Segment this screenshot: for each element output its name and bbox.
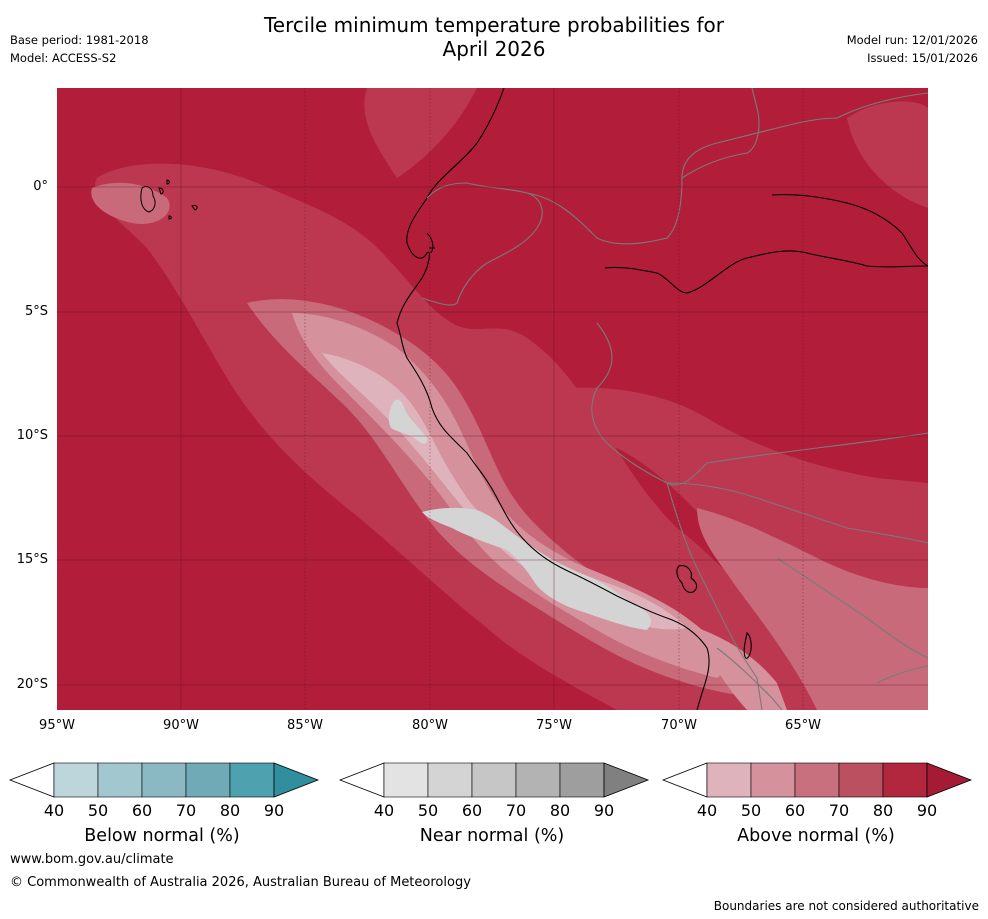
lat-label-15s: 15°S	[16, 552, 48, 567]
lat-label-5s: 5°S	[24, 304, 48, 319]
colorbar-under-triangle	[338, 762, 385, 798]
colorbar-over-triangle	[603, 762, 650, 798]
colorbar-under-triangle	[8, 762, 55, 798]
base-period: Base period: 1981-2018	[10, 33, 149, 47]
lat-label-20s: 20°S	[16, 677, 48, 692]
near-normal-patch-south	[422, 507, 652, 630]
colorbar-segment	[838, 762, 884, 798]
colorbar-segment	[559, 762, 605, 798]
colorbar-segment	[185, 762, 231, 798]
website-link[interactable]: www.bom.gov.au/climate	[10, 852, 174, 867]
country-borders	[421, 88, 928, 710]
meta-right: Model run: 12/01/2026 Issued: 15/01/2026	[847, 31, 978, 67]
lon-label-70w: 70°W	[661, 718, 697, 733]
above-60-70-region-east	[697, 508, 928, 710]
lon-label-90w: 90°W	[163, 718, 199, 733]
colorbar-tick-label: 80	[872, 801, 894, 820]
colorbar-segment	[383, 762, 429, 798]
probability-map	[57, 88, 928, 710]
colorbar-tick-label: 80	[219, 801, 241, 820]
colorbar-tick-label: 90	[916, 801, 938, 820]
lon-label-85w: 85°W	[287, 718, 323, 733]
colorbar-segment	[141, 762, 187, 798]
galapagos-islands	[140, 179, 198, 220]
colorbar-title-near: Near normal (%)	[419, 826, 565, 846]
lat-label-10s: 10°S	[16, 428, 48, 443]
colorbar-title-below: Below normal (%)	[84, 826, 240, 846]
colorbar-over-triangle	[926, 762, 973, 798]
copyright-text: © Commonwealth of Australia 2026, Austra…	[10, 875, 471, 890]
colorbar-tick-label: 60	[784, 801, 806, 820]
lon-label-95w: 95°W	[39, 718, 75, 733]
colorbar-near-normal	[338, 762, 650, 798]
colorbar-tick-label: 70	[175, 801, 197, 820]
graticule	[57, 88, 928, 710]
colorbar-tick-label: 90	[593, 801, 615, 820]
title-line-1: Tercile minimum temperature probabilitie…	[263, 13, 725, 37]
colorbar-above-normal	[661, 762, 973, 798]
coastline-gulf	[426, 232, 435, 254]
colorbar-segment	[97, 762, 143, 798]
coastline-south-america	[396, 88, 710, 710]
negro-river	[771, 194, 928, 267]
lake-poopo	[743, 632, 752, 659]
colorbar-segment	[706, 762, 752, 798]
colorbar-over-triangle	[273, 762, 320, 798]
colorbar-segment	[53, 762, 99, 798]
colorbar-segment	[882, 762, 928, 798]
colorbar-title-above: Above normal (%)	[737, 826, 895, 846]
colorbar-segment	[515, 762, 561, 798]
colorbar-segment	[427, 762, 473, 798]
colorbar-segment	[750, 762, 796, 798]
colorbar-under-triangle	[661, 762, 708, 798]
colorbar-tick-label: 40	[696, 801, 718, 820]
lon-label-75w: 75°W	[536, 718, 572, 733]
colorbar-tick-label: 70	[828, 801, 850, 820]
above-70-80-region-tr	[847, 101, 928, 208]
colorbar-tick-label: 50	[740, 801, 762, 820]
meta-left: Base period: 1981-2018 Model: ACCESS-S2	[10, 31, 149, 67]
colorbar-tick-label: 90	[263, 801, 285, 820]
near-normal-patch-north	[388, 399, 428, 444]
colorbar-tick-label: 70	[505, 801, 527, 820]
colorbar-segment	[471, 762, 517, 798]
above-60-70-region-nw	[91, 182, 170, 224]
disclaimer-text: Boundaries are not considered authoritat…	[713, 899, 979, 913]
colorbar-tick-label: 60	[461, 801, 483, 820]
colorbar-segment	[229, 762, 275, 798]
colorbars	[8, 762, 973, 798]
model-run: Model run: 12/01/2026	[846, 33, 978, 47]
title-line-2: April 2026	[442, 37, 546, 61]
issued-date: Issued: 15/01/2026	[867, 51, 978, 65]
amazon-river	[604, 250, 928, 294]
lake-titicaca	[676, 565, 698, 593]
above-70-80-region-top	[364, 88, 477, 178]
lon-label-65w: 65°W	[785, 718, 821, 733]
colorbar-tick-label: 50	[417, 801, 439, 820]
chart-title: Tercile minimum temperature probabilitie…	[0, 13, 988, 61]
colorbar-tick-label: 80	[549, 801, 571, 820]
colorbar-tick-label: 40	[43, 801, 65, 820]
above-70-80-region	[95, 163, 928, 710]
lat-label-0: 0°	[33, 179, 48, 194]
colorbar-tick-label: 40	[373, 801, 395, 820]
colorbar-tick-label: 50	[87, 801, 109, 820]
lon-label-80w: 80°W	[412, 718, 448, 733]
colorbar-tick-label: 60	[131, 801, 153, 820]
colorbar-segment	[794, 762, 840, 798]
colorbar-below-normal	[8, 762, 320, 798]
model-name: Model: ACCESS-S2	[10, 51, 117, 65]
